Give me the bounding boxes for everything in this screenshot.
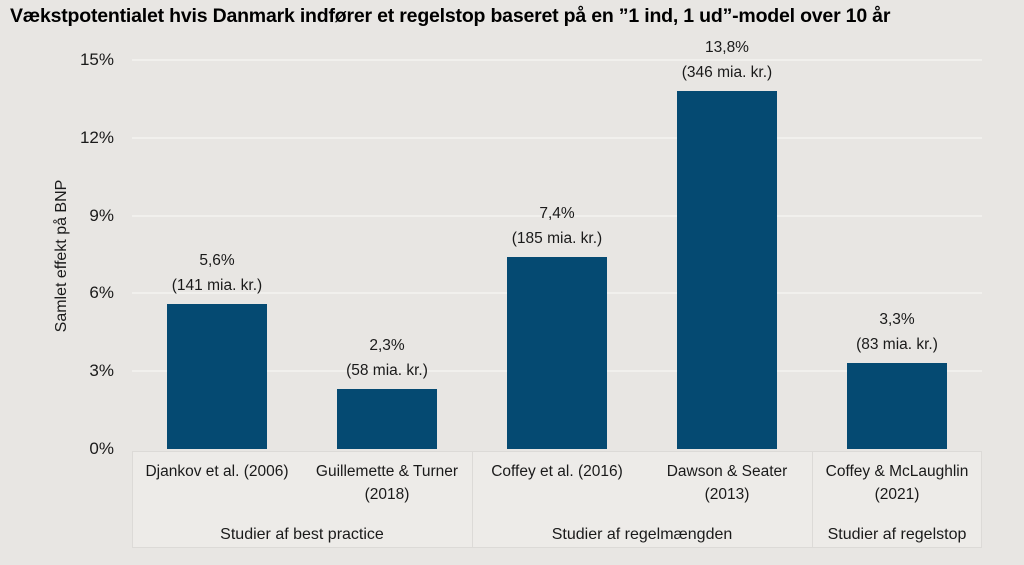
bar-value-percent: 3,3% bbox=[879, 311, 915, 329]
bar-value-amount: (83 mia. kr.) bbox=[856, 336, 938, 354]
gridline bbox=[132, 59, 982, 61]
bar-value-percent: 2,3% bbox=[369, 337, 405, 355]
bar-value-percent: 7,4% bbox=[539, 205, 575, 223]
y-tick-label: 6% bbox=[89, 283, 114, 303]
bar-value-amount: (185 mia. kr.) bbox=[511, 230, 603, 248]
group-separator bbox=[472, 451, 473, 548]
category-label: Coffey et al. (2016) bbox=[491, 463, 623, 480]
y-tick-label: 3% bbox=[89, 361, 114, 381]
bar-value-amount: (58 mia. kr.) bbox=[346, 362, 428, 380]
bar-value-label: 5,6% (141 mia. kr.) bbox=[132, 248, 302, 298]
y-tick-label: 12% bbox=[79, 127, 114, 147]
bar bbox=[167, 303, 267, 449]
category-axis-area bbox=[132, 451, 982, 548]
bar-value-amount: (346 mia. kr.) bbox=[681, 64, 773, 82]
category-label: Djankov et al. (2006) bbox=[145, 463, 289, 480]
bar bbox=[507, 257, 607, 449]
category-label: Guillemette & Turner (2018) bbox=[315, 463, 459, 503]
y-axis-title: Samlet effekt på BNP bbox=[53, 179, 70, 333]
bar-value-label: 7,4% (185 mia. kr.) bbox=[472, 201, 642, 251]
group-separator bbox=[812, 451, 813, 548]
group-label: Studier af best practice bbox=[220, 526, 384, 543]
group-label: Studier af regelstop bbox=[827, 526, 967, 543]
category-label: Coffey & McLaughlin (2021) bbox=[825, 463, 969, 503]
bar bbox=[677, 91, 777, 449]
bar bbox=[847, 363, 947, 449]
chart-title: Vækstpotentialet hvis Danmark indfører e… bbox=[10, 5, 891, 27]
bar bbox=[337, 389, 437, 449]
group-label: Studier af regelmængden bbox=[551, 526, 733, 543]
bar-value-percent: 13,8% bbox=[705, 39, 749, 57]
y-tick-label: 15% bbox=[79, 50, 114, 69]
bar-value-label: 3,3% (83 mia. kr.) bbox=[812, 307, 982, 357]
y-tick-label: 0% bbox=[89, 439, 114, 458]
bar-value-percent: 5,6% bbox=[199, 251, 235, 269]
category-label: Dawson & Seater (2013) bbox=[666, 463, 788, 503]
bar-value-label: 13,8% (346 mia. kr.) bbox=[642, 35, 812, 85]
y-tick-label: 9% bbox=[89, 205, 114, 225]
gridline bbox=[132, 214, 982, 217]
gridline bbox=[132, 136, 982, 139]
bar-value-amount: (141 mia. kr.) bbox=[171, 276, 263, 294]
bar-value-label: 2,3% (58 mia. kr.) bbox=[302, 333, 472, 383]
